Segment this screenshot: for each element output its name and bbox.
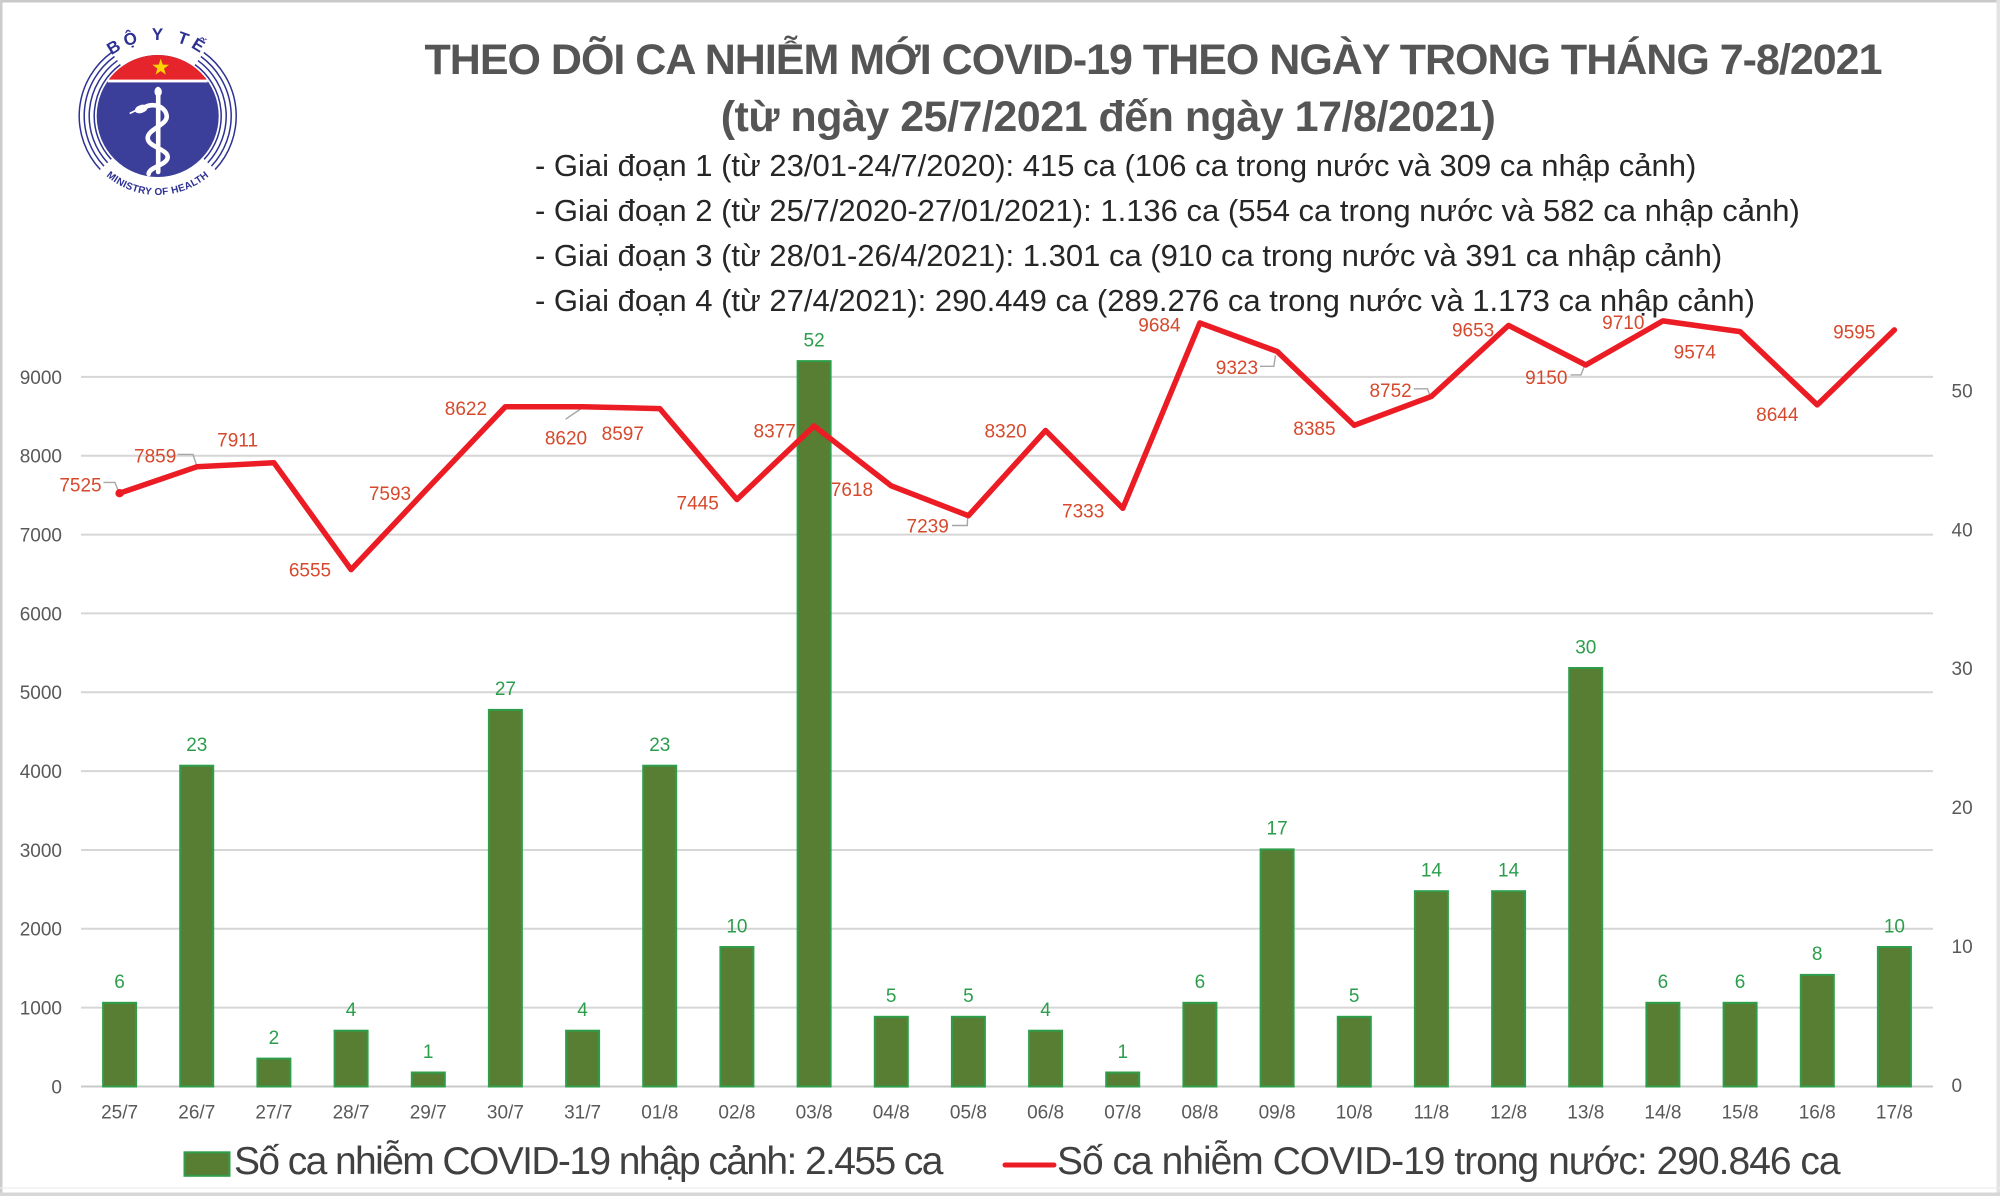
svg-text:16/8: 16/8	[1799, 1103, 1836, 1124]
svg-text:- Giai đoạn 2 (từ 25/7/2020-27: - Giai đoạn 2 (từ 25/7/2020-27/01/2021):…	[535, 193, 1800, 228]
svg-text:11/8: 11/8	[1414, 1103, 1450, 1124]
svg-text:5: 5	[1349, 986, 1360, 1007]
svg-text:6: 6	[114, 972, 125, 993]
svg-text:8622: 8622	[445, 399, 487, 420]
svg-text:7618: 7618	[831, 480, 873, 501]
svg-text:7525: 7525	[59, 475, 101, 496]
svg-text:1: 1	[423, 1042, 434, 1063]
svg-text:- Giai đoạn 3 (từ 28/01-26/4/2: - Giai đoạn 3 (từ 28/01-26/4/2021): 1.30…	[535, 238, 1722, 273]
svg-text:4: 4	[1040, 1000, 1051, 1021]
svg-text:8644: 8644	[1756, 405, 1799, 426]
svg-text:7593: 7593	[369, 484, 411, 505]
svg-text:5000: 5000	[20, 683, 62, 704]
svg-text:7445: 7445	[677, 494, 719, 515]
svg-text:10: 10	[1884, 916, 1905, 937]
svg-text:15/8: 15/8	[1722, 1103, 1759, 1124]
svg-text:- Giai đoạn 4 (từ 27/4/2021):: - Giai đoạn 4 (từ 27/4/2021): 290.449 ca…	[535, 283, 1755, 318]
svg-text:5: 5	[963, 986, 974, 1007]
svg-text:7000: 7000	[20, 526, 62, 547]
svg-text:23: 23	[186, 735, 207, 756]
svg-text:9000: 9000	[20, 368, 62, 389]
svg-text:7859: 7859	[134, 447, 176, 468]
svg-text:12/8: 12/8	[1490, 1103, 1527, 1124]
svg-text:52: 52	[804, 330, 825, 351]
svg-text:5: 5	[886, 986, 897, 1007]
svg-text:29/7: 29/7	[410, 1103, 447, 1124]
svg-text:09/8: 09/8	[1259, 1103, 1296, 1124]
svg-text:23: 23	[649, 735, 670, 756]
svg-text:26/7: 26/7	[178, 1103, 215, 1124]
svg-text:0: 0	[51, 1077, 62, 1098]
svg-text:27: 27	[495, 679, 516, 700]
svg-text:1000: 1000	[20, 999, 62, 1020]
svg-text:8620: 8620	[545, 428, 587, 449]
svg-text:9323: 9323	[1216, 358, 1258, 379]
svg-text:6: 6	[1195, 972, 1206, 993]
svg-text:4: 4	[577, 1000, 588, 1021]
svg-text:05/8: 05/8	[950, 1103, 987, 1124]
svg-text:25/7: 25/7	[101, 1103, 138, 1124]
svg-text:6000: 6000	[20, 604, 62, 625]
svg-text:13/8: 13/8	[1567, 1103, 1604, 1124]
svg-text:20: 20	[1952, 798, 1973, 819]
svg-text:(từ ngày 25/7/2021 đến ngày 17: (từ ngày 25/7/2021 đến ngày 17/8/2021)	[721, 93, 1496, 141]
svg-text:8000: 8000	[20, 447, 62, 468]
svg-text:30: 30	[1952, 659, 1973, 680]
svg-text:06/8: 06/8	[1027, 1103, 1064, 1124]
svg-text:9653: 9653	[1452, 320, 1494, 341]
svg-text:2: 2	[269, 1028, 280, 1049]
svg-text:1: 1	[1118, 1042, 1129, 1063]
svg-text:14: 14	[1421, 861, 1443, 882]
svg-text:3000: 3000	[20, 841, 62, 862]
svg-text:Số ca nhiễm COVID-19 trong nướ: Số ca nhiễm COVID-19 trong nước: 290.846…	[1057, 1140, 1841, 1183]
svg-text:10: 10	[1952, 937, 1973, 958]
svg-text:6: 6	[1735, 972, 1746, 993]
svg-text:28/7: 28/7	[333, 1103, 370, 1124]
svg-text:8377: 8377	[754, 422, 796, 443]
svg-text:10/8: 10/8	[1336, 1103, 1373, 1124]
svg-text:9150: 9150	[1525, 368, 1567, 389]
svg-text:14/8: 14/8	[1644, 1103, 1681, 1124]
svg-text:2000: 2000	[20, 920, 62, 941]
svg-text:THEO DÕI CA NHIỄM MỚI COVID-19: THEO DÕI CA NHIỄM MỚI COVID-19 THEO NGÀY…	[425, 35, 1882, 84]
svg-text:8320: 8320	[984, 422, 1026, 443]
svg-text:6555: 6555	[289, 561, 331, 582]
svg-text:03/8: 03/8	[796, 1103, 833, 1124]
svg-text:9710: 9710	[1602, 313, 1644, 334]
svg-text:4000: 4000	[20, 762, 62, 783]
svg-text:30/7: 30/7	[487, 1103, 524, 1124]
svg-text:31/7: 31/7	[564, 1103, 601, 1124]
svg-text:50: 50	[1952, 381, 1973, 402]
svg-text:- Giai đoạn 1 (từ 23/01-24/7/2: - Giai đoạn 1 (từ 23/01-24/7/2020): 415 …	[535, 148, 1696, 183]
svg-text:40: 40	[1952, 520, 1973, 541]
svg-text:8597: 8597	[602, 424, 644, 445]
svg-text:7239: 7239	[907, 516, 949, 537]
svg-text:8: 8	[1812, 944, 1823, 965]
svg-text:10: 10	[726, 916, 747, 937]
svg-text:8752: 8752	[1369, 381, 1411, 402]
svg-text:17: 17	[1267, 819, 1288, 840]
svg-text:9574: 9574	[1674, 342, 1717, 363]
svg-text:14: 14	[1498, 861, 1520, 882]
svg-text:7911: 7911	[217, 430, 258, 451]
svg-text:4: 4	[346, 1000, 357, 1021]
svg-text:Số ca nhiễm COVID-19 nhập cảnh: Số ca nhiễm COVID-19 nhập cảnh: 2.455 ca	[234, 1140, 944, 1183]
svg-text:6: 6	[1658, 972, 1669, 993]
svg-text:01/8: 01/8	[641, 1103, 678, 1124]
svg-text:9684: 9684	[1138, 315, 1181, 336]
svg-text:17/8: 17/8	[1876, 1103, 1913, 1124]
svg-text:08/8: 08/8	[1181, 1103, 1218, 1124]
svg-text:07/8: 07/8	[1104, 1103, 1141, 1124]
svg-text:04/8: 04/8	[873, 1103, 910, 1124]
svg-text:0: 0	[1952, 1076, 1963, 1097]
svg-text:02/8: 02/8	[718, 1103, 755, 1124]
svg-text:9595: 9595	[1833, 323, 1875, 344]
svg-text:27/7: 27/7	[255, 1103, 292, 1124]
svg-text:8385: 8385	[1293, 419, 1335, 440]
svg-text:7333: 7333	[1062, 502, 1104, 523]
svg-text:30: 30	[1575, 637, 1596, 658]
